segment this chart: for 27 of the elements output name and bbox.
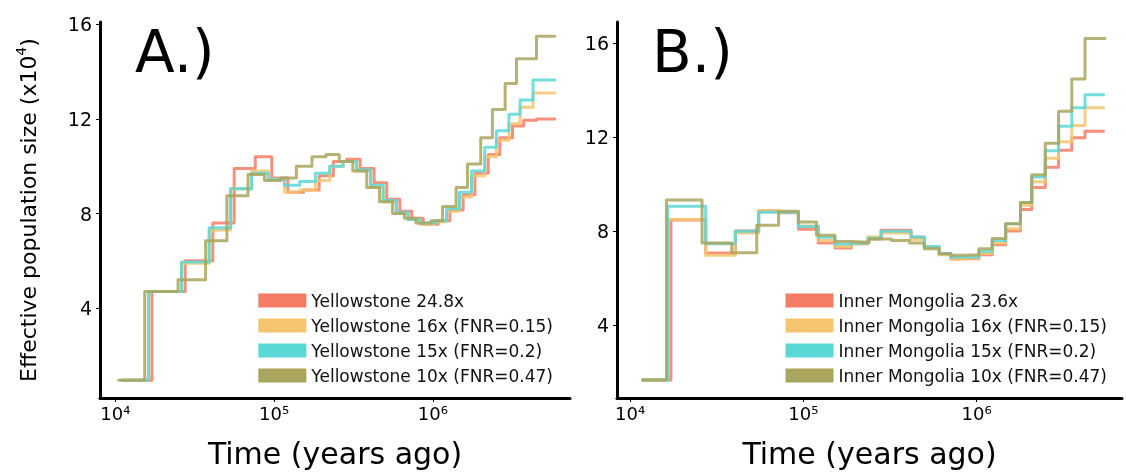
- legend-label: Inner Mongolia 15x (FNR=0.2): [838, 340, 1097, 361]
- x-tick-label: 10⁵: [788, 402, 819, 424]
- y-tick-label: 12: [584, 126, 609, 149]
- legend-label: Yellowstone 10x (FNR=0.47): [310, 365, 554, 386]
- y-tick-label: 16: [67, 13, 92, 36]
- legend-label: Yellowstone 16x (FNR=0.15): [310, 315, 554, 336]
- y-tick-label: 8: [596, 220, 609, 243]
- chart-title: B.): [652, 18, 733, 86]
- legend-label: Yellowstone 24.8x: [310, 290, 465, 311]
- y-tick-label: 12: [67, 107, 92, 130]
- y-tick-label: 4: [596, 314, 609, 337]
- x-tick-label: 10⁶: [961, 402, 992, 424]
- y-tick-label: 4: [79, 297, 92, 320]
- y-tick-label: 16: [584, 32, 609, 55]
- x-tick-label: 10⁴: [615, 402, 646, 424]
- x-axis-title: Time (years ago): [741, 435, 997, 471]
- y-tick-label: 8: [79, 202, 92, 225]
- legend-label: Inner Mongolia 16x (FNR=0.15): [838, 315, 1107, 336]
- y-axis-title: Effective population size (x104): [13, 38, 41, 382]
- x-axis-title: Time (years ago): [206, 435, 463, 471]
- x-tick-label: 10⁶: [417, 402, 448, 424]
- chart-title: A.): [135, 18, 215, 86]
- legend-label: Inner Mongolia 10x (FNR=0.47): [838, 365, 1107, 386]
- legend-label: Inner Mongolia 23.6x: [838, 290, 1019, 311]
- legend-label: Yellowstone 15x (FNR=0.2): [310, 340, 543, 361]
- x-tick-label: 10⁵: [259, 402, 290, 424]
- x-tick-label: 10⁴: [100, 402, 131, 424]
